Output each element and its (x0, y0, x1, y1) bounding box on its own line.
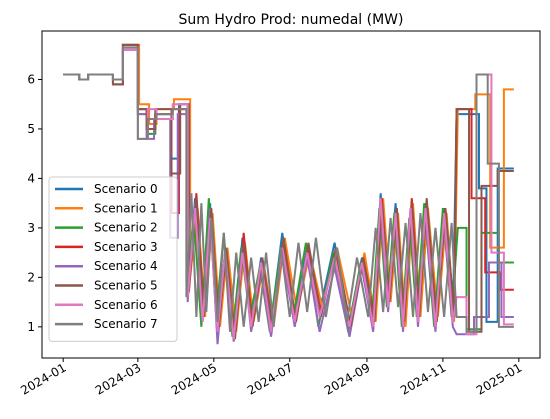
x-tick-label: 2024-03 (93, 360, 143, 397)
y-tick-label: 2 (27, 270, 35, 284)
legend-box (48, 176, 178, 342)
x-tick-label: 2024-09 (322, 360, 372, 397)
y-axis: 1 2 3 4 5 6 (27, 72, 42, 334)
x-axis: 2024-01 2024-03 2024-05 2024-07 2024-09 2024-… (18, 358, 524, 398)
legend-label-scenario-6: Scenario 6 (94, 298, 158, 312)
y-tick-label: 5 (27, 122, 35, 136)
legend-label-scenario-2: Scenario 2 (94, 221, 158, 235)
y-tick-label: 4 (27, 171, 35, 185)
legend-label-scenario-5: Scenario 5 (94, 279, 158, 293)
chart-title: Sum Hydro Prod: numedal (MW) (179, 12, 404, 28)
y-tick-label: 3 (27, 221, 35, 235)
legend-label-scenario-7: Scenario 7 (94, 317, 158, 331)
x-tick-label: 2025-01 (474, 360, 524, 397)
plot-frame (41, 30, 541, 359)
axes (41, 30, 541, 359)
legend-label-scenario-0: Scenario 0 (94, 182, 158, 196)
x-tick-label: 2024-11 (398, 360, 448, 397)
x-tick-label: 2024-05 (169, 360, 219, 397)
y-tick-label: 6 (27, 72, 35, 86)
legend-label-scenario-1: Scenario 1 (94, 201, 158, 215)
y-tick-label: 1 (27, 320, 35, 334)
x-tick-label: 2024-07 (245, 360, 295, 397)
legend-label-scenario-3: Scenario 3 (94, 240, 158, 254)
legend-label-scenario-4: Scenario 4 (94, 259, 158, 273)
series-line-scenario-7 (63, 46, 514, 333)
series-group (63, 43, 514, 345)
legend: Scenario 0 Scenario 1 Scenario 2 Scenario 3… (48, 176, 178, 342)
x-tick-label: 2024-01 (18, 360, 68, 397)
